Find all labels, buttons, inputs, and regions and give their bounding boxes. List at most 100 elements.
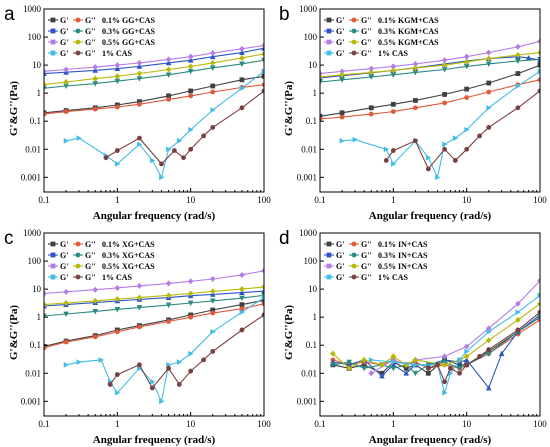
data-point-g-1-cas — [239, 327, 245, 333]
data-point-g-0-3-gg-cas — [187, 57, 194, 63]
data-point-g-0-5-xg-cas — [44, 290, 47, 297]
data-point-g-0-5-gg-cas — [136, 70, 143, 77]
data-point-g-1-cas — [176, 138, 183, 144]
legend-gprime-symbol: G' — [336, 16, 344, 25]
data-point-g-0-1-xg-cas — [239, 306, 245, 312]
data-point-g-0-5-xg-cas — [209, 288, 216, 295]
data-point-g-0-1-gg-cas — [63, 109, 69, 115]
data-point-g-1-cas — [107, 382, 113, 387]
data-point-g-0-1-kgm-cas — [339, 114, 345, 120]
legend-gdoubleprime-marker — [75, 50, 81, 56]
legend-gdoubleprime-symbol: G'' — [85, 262, 96, 271]
data-point-g-0-3-gg-cas — [92, 81, 99, 87]
y-tick-label: 1000 — [299, 228, 318, 238]
series-line-g-0-1-kgm-cas — [320, 64, 540, 117]
data-point-g-0-1-xg-cas — [63, 339, 69, 345]
data-point-g-1-cas — [413, 138, 418, 144]
data-point-g-0-5-kgm-cas — [441, 62, 448, 69]
data-point-g-0-3-in-cas — [498, 350, 505, 357]
data-point-g-0-5-gg-cas — [209, 59, 216, 66]
data-point-g-0-3-in-cas — [361, 365, 367, 372]
legend-gdoubleprime-symbol: G'' — [85, 27, 96, 36]
legend: G' G'' 0.1% XG+CAS G' G'' 0.3% XG+CAS G' G'' 0.5… — [48, 240, 155, 282]
data-point-g-0-3-xg-cas — [44, 303, 47, 309]
x-tick-label: 1 — [391, 419, 396, 429]
panel-c: c 0.1 1 10 100 0.001 0.01 0.1 1 10 100 1000 Angular … — [4, 228, 271, 446]
data-point-g-0-3-gg-cas — [261, 45, 264, 51]
data-point-g-1-cas — [486, 105, 492, 111]
data-point-g-0-5-kgm-cas — [485, 55, 492, 62]
legend-gdoubleprime-symbol: G'' — [85, 16, 96, 25]
legend-entry-label: 0.3% XG+CAS — [102, 251, 155, 260]
data-point-g-0-5-xg-cas — [114, 284, 121, 291]
data-point-g-0-5-in-cas — [537, 277, 540, 284]
data-point-g-0-3-kgm-cas — [368, 74, 375, 80]
data-point-g-0-1-in-cas — [457, 362, 462, 368]
data-point-g-1-cas — [166, 365, 171, 371]
data-point-g-1-cas — [176, 382, 182, 387]
data-point-g-0-5-kgm-cas — [368, 69, 375, 76]
data-point-g-0-3-gg-cas — [165, 59, 172, 66]
legend-gdoubleprime-symbol: G'' — [361, 49, 372, 58]
y-tick-label: 10 — [32, 60, 42, 70]
y-tick-label: 100 — [304, 32, 318, 42]
legend-gprime-marker — [326, 50, 332, 56]
data-point-g-0-1-gg-cas — [188, 88, 194, 94]
data-point-g-0-1-kgm-cas — [537, 62, 540, 68]
data-point-g-1-cas — [464, 146, 470, 152]
data-point-g-1-cas — [435, 362, 440, 368]
legend-gprime-symbol: G' — [336, 38, 344, 47]
x-tick-label: 1 — [115, 195, 120, 205]
data-point-g-1-cas — [239, 309, 245, 316]
data-point-g-0-5-gg-cas — [44, 81, 47, 88]
data-point-g-1-cas — [149, 157, 156, 164]
legend-gdoubleprime-marker — [351, 28, 357, 34]
legend-entry-label: 1% CAS — [378, 273, 409, 282]
y-tick-label: 1000 — [23, 4, 42, 14]
legend-gprime-marker — [50, 50, 56, 56]
legend-entry-label: 0.3% KGM+CAS — [378, 27, 439, 36]
data-point-g-0-5-xg-cas — [261, 283, 264, 290]
series-line-g-0-3-xg-cas — [44, 294, 264, 317]
x-tick-label: 100 — [257, 195, 271, 205]
data-point-g-0-3-gg-cas — [136, 76, 143, 82]
legend-entry-label: 0.5% XG+CAS — [102, 262, 155, 271]
legend-gprime-symbol: G' — [60, 38, 68, 47]
data-point-g-1-cas — [114, 390, 121, 396]
data-point-g-0-3-kgm-cas — [537, 56, 540, 63]
data-point-g-0-1-xg-cas — [166, 319, 171, 324]
legend-gdoubleprime-symbol: G'' — [361, 27, 372, 36]
data-point-g-0-5-kgm-cas — [463, 58, 470, 65]
data-point-g-0-5-gg-cas — [44, 68, 47, 75]
y-tick-label: 100 — [28, 32, 42, 42]
data-point-g-1-cas — [63, 138, 70, 144]
data-point-g-0-5-gg-cas — [165, 66, 172, 73]
data-point-g-0-5-xg-cas — [261, 267, 264, 274]
series-line-g-1-cas — [385, 90, 540, 170]
data-point-g-1-cas — [201, 357, 206, 363]
data-point-g-0-3-kgm-cas — [390, 72, 397, 78]
data-point-g-1-cas — [352, 136, 358, 143]
data-point-g-0-1-xg-cas — [92, 334, 98, 340]
legend-gprime-marker — [326, 17, 332, 23]
legend-gprime-marker — [326, 274, 332, 280]
data-point-g-1-cas — [188, 368, 194, 374]
data-point-g-1-cas — [137, 362, 142, 368]
x-tick-label: 100 — [533, 195, 547, 205]
legend: G' G'' 0.1% KGM+CAS G' G'' 0.3% KGM+CAS G' G'' 0… — [324, 16, 439, 58]
legend-gprime-symbol: G' — [336, 27, 344, 36]
data-point-g-0-5-in-cas — [463, 353, 470, 360]
legend-entry-label: 0.5% IN+CAS — [378, 262, 428, 271]
data-point-g-0-3-xg-cas — [261, 288, 264, 294]
legend-gdoubleprime-symbol: G'' — [85, 38, 96, 47]
data-point-g-0-5-kgm-cas — [390, 63, 397, 70]
data-point-g-0-5-gg-cas — [92, 64, 99, 71]
y-tick-label: 10 — [308, 60, 318, 70]
data-point-g-0-5-kgm-cas — [320, 73, 323, 80]
series-group — [330, 277, 540, 396]
data-point-g-0-5-xg-cas — [239, 286, 245, 293]
data-point-g-0-5-in-cas — [441, 353, 448, 360]
data-point-g-0-5-kgm-cas — [463, 53, 470, 60]
data-point-g-0-3-xg-cas — [44, 313, 47, 320]
data-point-g-0-3-in-cas — [463, 356, 470, 363]
